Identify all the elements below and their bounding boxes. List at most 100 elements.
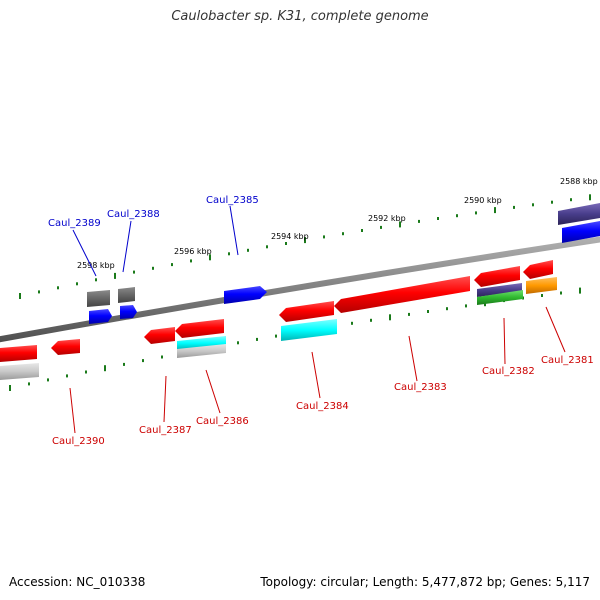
tick-dot xyxy=(418,219,420,223)
gene-label-caul-2385[interactable]: Caul_2385 xyxy=(206,195,259,206)
tick-dot xyxy=(560,291,562,295)
gene-feature[interactable] xyxy=(51,339,80,355)
gene-feature[interactable] xyxy=(120,305,137,319)
tick-dot xyxy=(285,242,287,245)
tick-dot xyxy=(9,385,11,391)
map-title: Caulobacter sp. K31, complete genome xyxy=(171,9,429,24)
tick-dot xyxy=(161,355,163,359)
tick-dot xyxy=(228,252,230,256)
tick-dot xyxy=(437,217,439,220)
tick-dot xyxy=(465,304,467,308)
reverse-features xyxy=(0,260,557,380)
tick-dot xyxy=(38,290,40,294)
tick-dot xyxy=(361,229,363,232)
gene-feature[interactable] xyxy=(477,283,522,297)
kbp-tick-2596: 2596 kbp xyxy=(174,247,212,256)
gene-feature[interactable] xyxy=(281,319,337,341)
tick-dot xyxy=(389,314,391,321)
gene-feature[interactable] xyxy=(177,336,226,350)
kbp-tick-2588: 2588 kbp xyxy=(560,177,598,186)
gene-feature[interactable] xyxy=(562,221,600,243)
gene-label-caul-2384[interactable]: Caul_2384 xyxy=(296,401,349,412)
tick-dot xyxy=(351,321,353,325)
tick-dot xyxy=(28,382,30,386)
gene-feature[interactable] xyxy=(474,266,520,287)
gene-feature[interactable] xyxy=(477,290,523,305)
tick-dot xyxy=(256,337,258,341)
tick-dot xyxy=(541,294,543,297)
genome-summary-text: Topology: circular; Length: 5,477,872 bp… xyxy=(260,575,590,589)
kbp-tick-2592: 2592 kbp xyxy=(368,214,406,223)
tick-dot xyxy=(551,200,553,204)
tick-dot xyxy=(95,278,97,282)
forward-features xyxy=(87,203,600,324)
tick-dot xyxy=(142,359,144,363)
gene-feature[interactable] xyxy=(89,309,112,324)
label-leaders-forward xyxy=(72,205,239,277)
gene-feature[interactable] xyxy=(279,301,334,322)
gene-feature[interactable] xyxy=(523,260,553,279)
gene-label-caul-2390[interactable]: Caul_2390 xyxy=(52,436,105,447)
genome-backbone xyxy=(0,236,600,343)
tick-dot xyxy=(494,207,496,214)
tick-dot xyxy=(237,341,239,345)
tick-dot xyxy=(513,205,515,209)
gene-feature[interactable] xyxy=(0,363,39,380)
tick-dot xyxy=(475,211,477,215)
tick-dot xyxy=(76,282,78,286)
tick-dot xyxy=(57,286,59,290)
tick-dot xyxy=(446,307,448,311)
tick-dot xyxy=(123,362,125,366)
tick-dot xyxy=(247,248,249,252)
tick-dot xyxy=(266,245,268,249)
tick-dot xyxy=(19,293,21,299)
gene-feature[interactable] xyxy=(118,287,135,303)
tick-dot xyxy=(579,287,581,294)
tick-dot xyxy=(370,318,372,322)
tick-dot xyxy=(190,259,192,263)
tick-dot xyxy=(171,263,173,267)
gene-feature[interactable] xyxy=(144,327,175,344)
gene-feature[interactable] xyxy=(334,276,470,313)
tick-dot xyxy=(399,221,401,228)
gene-feature[interactable] xyxy=(175,319,224,338)
gene-feature[interactable] xyxy=(0,345,37,362)
kbp-tick-2598: 2598 kbp xyxy=(77,261,115,270)
tick-marks-forward xyxy=(19,194,591,299)
gene-label-caul-2381[interactable]: Caul_2381 xyxy=(541,355,594,366)
gene-label-caul-2389[interactable]: Caul_2389 xyxy=(48,218,101,229)
gene-feature[interactable] xyxy=(526,277,557,294)
tick-dot xyxy=(408,312,410,316)
tick-dot xyxy=(427,310,429,313)
tick-dot xyxy=(342,232,344,236)
tick-dot xyxy=(104,365,106,372)
label-leaders-reverse xyxy=(69,306,566,434)
tick-dot xyxy=(570,198,572,202)
gene-label-caul-2383[interactable]: Caul_2383 xyxy=(394,382,447,393)
gene-feature[interactable] xyxy=(558,203,600,225)
tick-dot xyxy=(152,266,154,270)
gene-feature[interactable] xyxy=(224,286,267,304)
gene-label-caul-2382[interactable]: Caul_2382 xyxy=(482,366,535,377)
tick-dot xyxy=(589,194,591,201)
accession-text: Accession: NC_010338 xyxy=(9,575,146,589)
tick-dot xyxy=(209,254,211,261)
tick-dot xyxy=(66,374,68,378)
gene-label-caul-2386[interactable]: Caul_2386 xyxy=(196,416,249,427)
gene-feature[interactable] xyxy=(87,290,110,307)
tick-dot xyxy=(114,272,116,279)
tick-dot xyxy=(532,203,534,207)
tick-dot xyxy=(47,378,49,382)
tick-dot xyxy=(133,270,135,274)
kbp-tick-2594: 2594 kbp xyxy=(271,232,309,241)
tick-dot xyxy=(456,214,458,218)
tick-dot xyxy=(275,334,277,338)
gene-label-caul-2387[interactable]: Caul_2387 xyxy=(139,425,192,436)
gene-label-caul-2388[interactable]: Caul_2388 xyxy=(107,209,160,220)
tick-dot xyxy=(85,370,87,374)
tick-dot xyxy=(304,237,306,244)
tick-dot xyxy=(380,225,382,229)
gene-feature[interactable] xyxy=(177,344,226,358)
tick-dot xyxy=(323,235,325,239)
